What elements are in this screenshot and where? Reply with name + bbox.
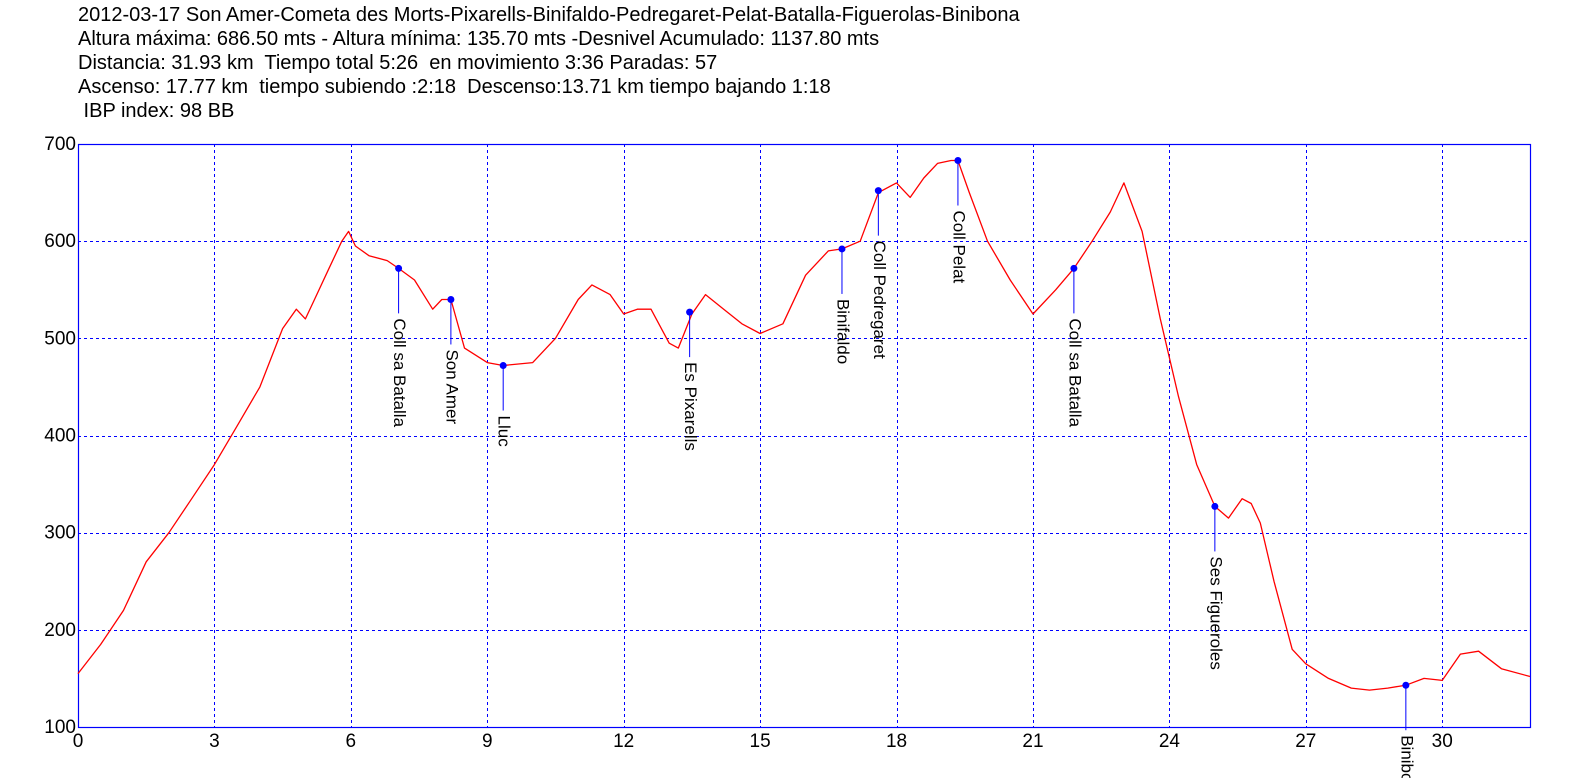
y-tick-label: 200 — [44, 620, 76, 641]
waypoint-label: Coll sa Batalla — [390, 318, 409, 427]
x-tick-label: 0 — [73, 731, 84, 752]
x-tick-label: 15 — [750, 731, 771, 752]
waypoint-marker — [874, 187, 882, 195]
waypoint-marker — [1402, 681, 1410, 689]
ascent-descent-summary: Ascenso: 17.77 km tiempo subiendo :2:18 … — [78, 76, 831, 98]
elevation-line — [77, 159, 1531, 691]
waypoint-marker — [838, 245, 846, 253]
altitude-summary: Altura máxima: 686.50 mts - Altura mínim… — [78, 28, 880, 50]
x-tick-label: 6 — [346, 731, 357, 752]
waypoint-marker — [954, 157, 962, 165]
ibp-index: IBP index: 98 BB — [78, 100, 235, 122]
plot-frame — [77, 143, 1532, 729]
waypoint-marker — [395, 264, 403, 272]
y-tick-label: 100 — [44, 717, 76, 738]
x-tick-label: 9 — [482, 731, 493, 752]
x-tick-label: 21 — [1022, 731, 1043, 752]
waypoint-label: Coll Pelat — [949, 211, 968, 284]
waypoint-marker — [447, 295, 455, 303]
waypoint-label: Coll sa Batalla — [1065, 318, 1084, 427]
waypoint-marker — [1211, 502, 1219, 510]
waypoint-label: Ses Figueroles — [1206, 556, 1225, 669]
x-tick-label: 3 — [209, 731, 220, 752]
waypoint-marker — [686, 308, 694, 316]
y-tick-label: 500 — [44, 328, 76, 349]
waypoint-label: Es Pixarells — [681, 362, 700, 451]
y-tick-label: 600 — [44, 231, 76, 252]
x-tick-label: 24 — [1159, 731, 1181, 752]
x-tick-label: 27 — [1295, 731, 1316, 752]
waypoint-label: Son Amer — [442, 349, 461, 424]
x-tick-label: 12 — [613, 731, 634, 752]
x-tick-label: 30 — [1432, 731, 1453, 752]
y-tick-label: 400 — [44, 426, 76, 447]
y-tick-label: 300 — [44, 523, 76, 544]
waypoint-label: Binifaldo — [833, 299, 852, 364]
waypoint-label: Binibona — [1397, 735, 1416, 778]
chart-title: 2012-03-17 Son Amer-Cometa des Morts-Pix… — [78, 4, 1020, 26]
waypoint-label: Coll Pedregaret — [870, 241, 889, 359]
waypoint-label: Lluc — [495, 416, 514, 448]
distance-summary: Distancia: 31.93 km Tiempo total 5:26 en… — [78, 52, 718, 74]
y-tick-label: 700 — [44, 134, 76, 155]
waypoint-marker — [1070, 264, 1078, 272]
x-tick-label: 18 — [886, 731, 907, 752]
waypoint-marker — [499, 362, 507, 370]
chart-header: 2012-03-17 Son Amer-Cometa des Morts-Pix… — [78, 3, 1020, 123]
